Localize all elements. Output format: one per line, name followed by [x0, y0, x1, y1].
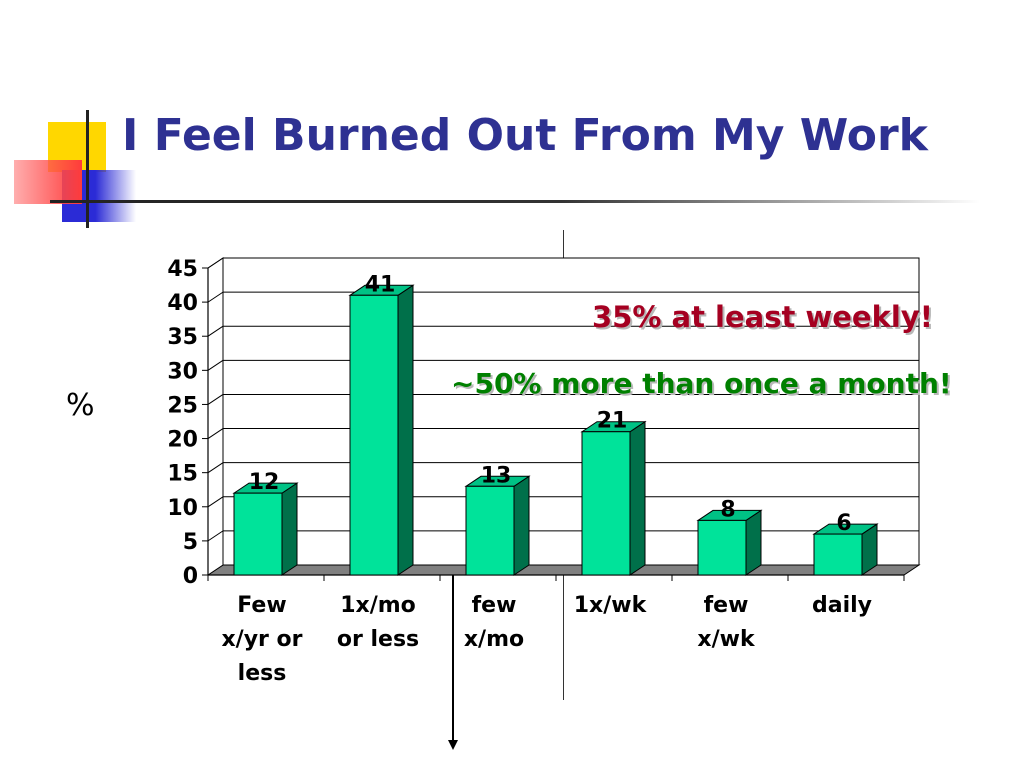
gridline-side: [207, 530, 224, 542]
y-tick-label: 25: [167, 393, 198, 418]
bar-side: [629, 420, 646, 576]
y-tick-label: 45: [167, 257, 198, 282]
data-label: 21: [597, 409, 628, 434]
x-tick-label: few x/mo: [464, 593, 524, 652]
x-tick-label-line: x/wk: [697, 627, 756, 652]
y-tick-label: 0: [183, 564, 198, 589]
y-tick-label: 40: [167, 291, 198, 316]
x-tick-label: Few x/yr or less: [221, 593, 302, 686]
bar-side: [745, 509, 762, 576]
bar: [697, 519, 747, 576]
x-tick-label-line: less: [238, 661, 287, 686]
monthly-arrow-head: [448, 740, 458, 750]
page-title: I Feel Burned Out From My Work: [122, 110, 928, 161]
x-tick-label: daily: [812, 593, 872, 618]
bar: [233, 492, 283, 576]
bar: [813, 533, 863, 576]
data-label: 13: [481, 463, 512, 488]
data-label: 8: [720, 497, 735, 522]
x-tick-label-line: few: [472, 593, 517, 618]
deco-horizontal-line: [50, 200, 980, 203]
gridline-side: [207, 291, 224, 303]
bar-side: [513, 475, 530, 576]
y-tick-label: 35: [167, 325, 198, 350]
x-tick-label-line: daily: [812, 593, 872, 618]
x-tick-label-line: few: [704, 593, 749, 618]
chart-floor: [206, 564, 921, 576]
y-axis-side-label: %: [66, 388, 95, 423]
x-tick-label-line: 1x/wk: [574, 593, 648, 618]
chart-back-wall: [222, 257, 920, 566]
y-tick-label: 5: [183, 530, 198, 555]
y-tick-label: 20: [167, 428, 198, 453]
chart-side-wall: [207, 257, 224, 576]
bar-side: [397, 284, 414, 576]
x-tick-label-line: Few: [237, 593, 286, 618]
data-label: 6: [836, 511, 851, 536]
gridline-side: [207, 325, 224, 337]
x-tick-label-line: 1x/mo: [340, 593, 416, 618]
deco-vertical-line: [86, 110, 89, 228]
y-tick-label: 30: [167, 359, 198, 384]
x-tick-label: 1x/mo or less: [337, 593, 419, 652]
bar: [581, 431, 631, 576]
data-label: 12: [249, 470, 280, 495]
gridline-side: [207, 428, 224, 439]
annotation-weekly: 35% at least weekly!: [592, 300, 933, 334]
bar-side: [281, 482, 298, 576]
data-label: 41: [365, 272, 396, 297]
deco-red-square: [14, 160, 82, 204]
gridline-side: [207, 462, 224, 474]
bar: [349, 294, 399, 576]
x-tick-label-line: x/yr or: [221, 627, 302, 652]
x-tick-label: few x/wk: [697, 593, 756, 652]
x-tick-label-line: or less: [337, 627, 419, 652]
gridline-side: [207, 394, 224, 405]
annotation-monthly: ~50% more than once a month!: [451, 367, 952, 400]
y-tick-label: 15: [167, 462, 198, 487]
gridline-side: [207, 359, 224, 371]
y-tick-label: 10: [167, 496, 198, 521]
gridline-side: [207, 496, 224, 508]
gridline-side: [207, 257, 224, 269]
x-tick-label: 1x/wk: [574, 593, 648, 618]
bar: [465, 485, 515, 576]
x-tick-label-line: x/mo: [464, 627, 524, 652]
